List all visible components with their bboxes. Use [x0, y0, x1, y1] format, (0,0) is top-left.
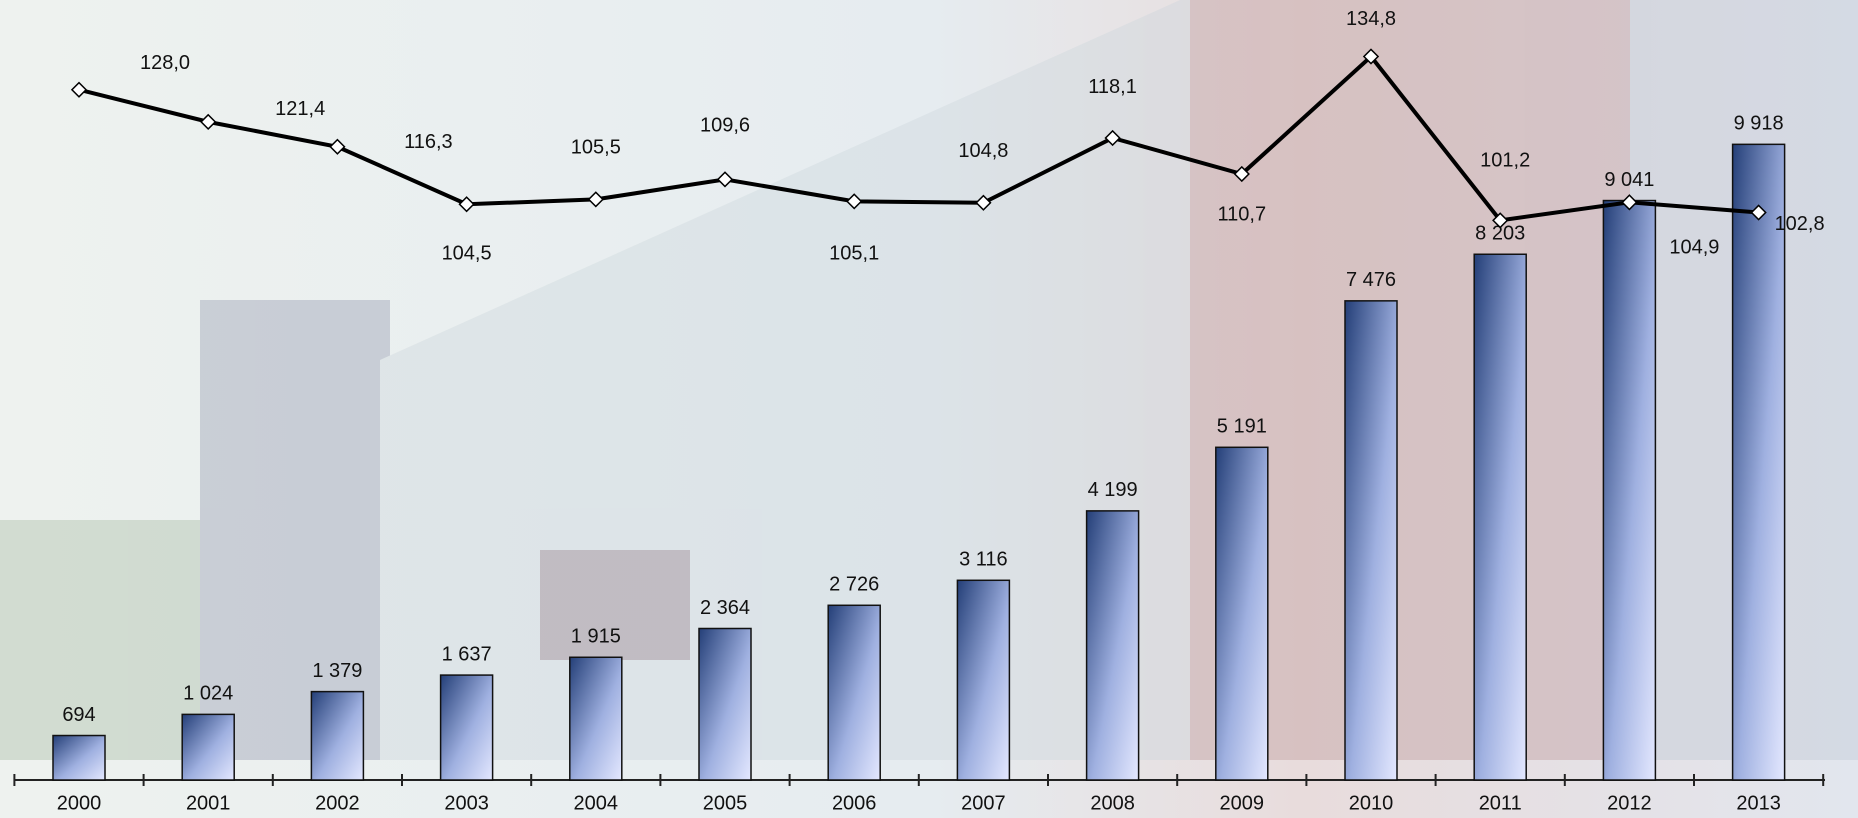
data-label: 694	[62, 704, 95, 726]
x-tick-label: 2012	[1607, 792, 1652, 814]
data-label: 9 918	[1734, 113, 1784, 135]
data-label: 2 364	[700, 597, 750, 619]
line-marker	[975, 194, 992, 211]
x-tick-label: 2008	[1090, 792, 1135, 814]
x-tick-label: 2009	[1220, 792, 1265, 814]
x-tick-label: 2000	[57, 792, 102, 814]
line-marker	[1621, 194, 1638, 211]
bar	[310, 690, 365, 781]
data-label: 1 637	[442, 643, 492, 665]
x-tick-label: 2007	[961, 792, 1006, 814]
data-label: 104,5	[442, 243, 492, 265]
line-marker	[70, 81, 88, 98]
data-label: 101,2	[1480, 150, 1530, 172]
x-tick-label: 2003	[444, 792, 489, 814]
data-label: 3 116	[959, 549, 1008, 571]
data-label: 2 726	[829, 574, 879, 596]
data-label: 105,5	[571, 137, 621, 159]
bar	[569, 656, 623, 781]
bar	[439, 674, 494, 781]
bar	[1085, 510, 1140, 781]
data-label: 8 203	[1475, 223, 1525, 245]
data-label: 4 199	[1088, 479, 1138, 501]
data-label: 7 476	[1346, 269, 1396, 291]
data-label: 121,4	[275, 98, 325, 120]
bar	[698, 627, 752, 781]
background-photo	[0, 0, 1858, 760]
data-label: 1 915	[571, 626, 621, 648]
x-tick-label: 2013	[1736, 792, 1781, 814]
data-label: 104,8	[958, 140, 1008, 162]
data-label: 5 191	[1217, 416, 1267, 438]
line-marker	[1233, 165, 1250, 183]
x-tick-label: 2010	[1349, 792, 1394, 814]
line-marker	[1750, 204, 1767, 221]
line	[78, 53, 1759, 223]
bar	[1602, 199, 1657, 781]
data-label: 128,0	[140, 52, 190, 74]
data-label: 9 041	[1604, 169, 1654, 191]
line-marker	[1492, 212, 1509, 229]
bar	[1344, 300, 1398, 781]
bar	[52, 734, 106, 781]
bar	[1473, 253, 1527, 781]
line-marker	[329, 138, 346, 155]
x-tick-label: 2001	[186, 792, 231, 814]
x-tick-label: 2006	[832, 792, 877, 814]
line-marker	[846, 193, 863, 210]
line-marker	[458, 196, 475, 213]
line-marker	[1362, 48, 1380, 65]
data-label: 1 024	[183, 683, 233, 705]
plot-area: 2000 2001 2002 2003 2004 2005 2006 2007 2008 2009…	[13, 8, 1825, 814]
bar	[827, 604, 881, 781]
data-label: 110,7	[1218, 203, 1267, 225]
bar	[181, 713, 235, 781]
data-label: 1 379	[312, 660, 362, 682]
data-label: 116,3	[404, 131, 453, 153]
data-label: 134,8	[1346, 8, 1396, 30]
x-tick-label: 2002	[315, 792, 360, 814]
x-tick-label: 2005	[703, 792, 748, 814]
bar	[1731, 143, 1786, 781]
data-label: 105,1	[829, 243, 879, 265]
line-marker	[200, 113, 217, 131]
x-tick-label: 2011	[1479, 792, 1522, 814]
data-label: 104,9	[1669, 237, 1719, 259]
line-marker	[716, 171, 734, 188]
line-marker	[1104, 129, 1121, 147]
data-label: 109,6	[700, 115, 750, 137]
line-marker	[587, 191, 604, 208]
bar	[1215, 446, 1269, 781]
bar	[956, 579, 1011, 781]
x-tick-label: 2004	[574, 792, 619, 814]
data-label: 102,8	[1775, 213, 1825, 235]
data-label: 118,1	[1088, 76, 1137, 98]
